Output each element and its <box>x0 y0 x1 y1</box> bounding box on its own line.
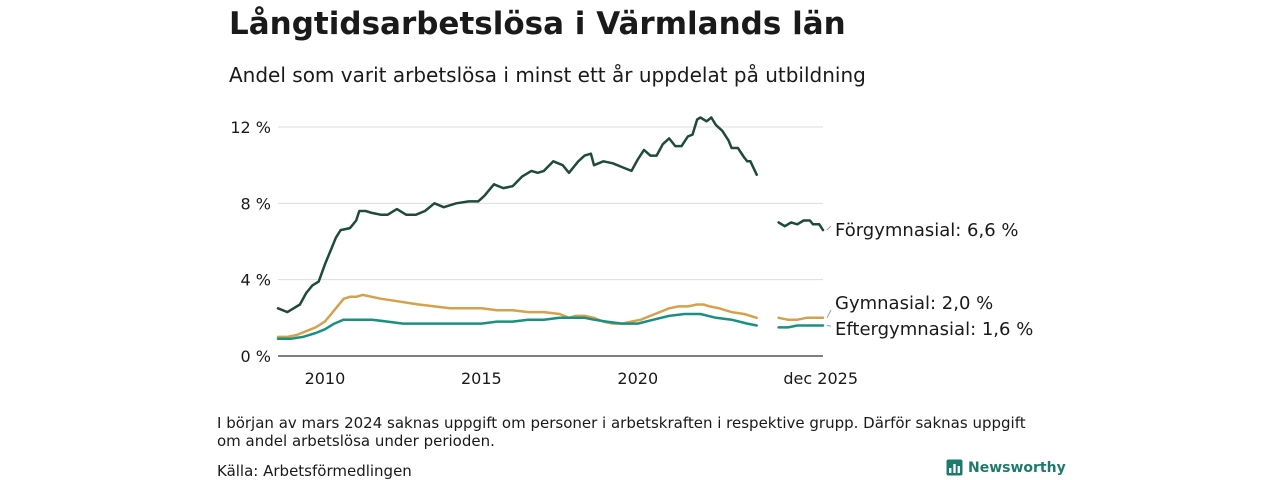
brand-name: Newsworthy <box>968 459 1066 476</box>
series-layer <box>276 116 825 341</box>
y-tick-label: 8 % <box>241 194 271 213</box>
series-gymnasial <box>276 293 825 339</box>
chart-title: Långtidsarbetslösa i Värmlands län <box>229 6 846 42</box>
y-tick-label: 12 % <box>230 118 271 137</box>
chart-subtitle: Andel som varit arbetslösa i minst ett å… <box>229 63 866 87</box>
series-eftergymnasial <box>276 312 825 341</box>
series-line-segment <box>276 293 758 339</box>
line-chart: 0 % 4 % 8 % 12 % 2010 2015 2020 dec 2025 Förgym… <box>230 116 1033 388</box>
series-line-segment <box>276 116 758 314</box>
source-text: Källa: Arbetsförmedlingen <box>217 462 412 480</box>
end-label: Förgymnasial: 6,6 % <box>835 220 1019 241</box>
end-label: Eftergymnasial: 1,6 % <box>835 319 1033 340</box>
x-tick-label: 2010 <box>305 369 346 388</box>
series-förgymnasial <box>276 116 825 314</box>
x-tick-label: 2020 <box>617 369 658 388</box>
end-label-connector <box>826 309 832 319</box>
footnote: I början av mars 2024 saknas uppgift om … <box>217 414 1026 450</box>
grid-layer <box>278 126 823 357</box>
series-line-segment <box>777 219 825 232</box>
series-line-segment <box>777 324 825 329</box>
y-tick-label: 0 % <box>241 347 271 366</box>
bar-chart-icon <box>946 459 963 476</box>
x-tick-label: 2015 <box>461 369 502 388</box>
end-label-layer: Förgymnasial: 6,6 % Gymnasial: 2,0 % Efter… <box>826 220 1033 340</box>
end-label-connector <box>826 225 832 231</box>
series-line-segment <box>777 316 825 321</box>
axis-layer: 0 % 4 % 8 % 12 % 2010 2015 2020 dec 2025 <box>230 118 858 388</box>
end-label: Gymnasial: 2,0 % <box>835 293 993 314</box>
newsworthy-logo[interactable]: Newsworthy <box>946 459 1066 476</box>
end-label-connector <box>826 324 832 327</box>
y-tick-label: 4 % <box>241 271 271 290</box>
x-tick-label: dec 2025 <box>783 369 858 388</box>
series-line-segment <box>276 312 758 341</box>
